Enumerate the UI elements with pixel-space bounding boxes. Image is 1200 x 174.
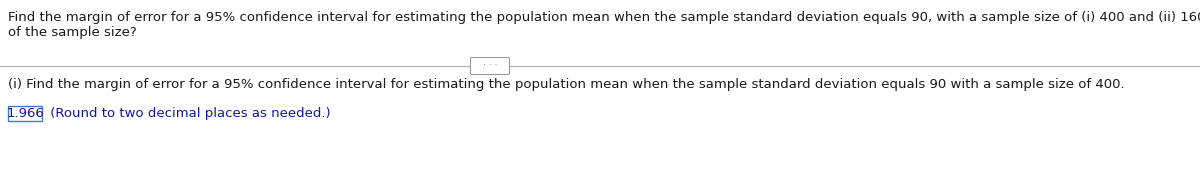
Text: (i) Find the margin of error for a 95% confidence interval for estimating the po: (i) Find the margin of error for a 95% c… — [8, 78, 1124, 91]
FancyBboxPatch shape — [470, 57, 510, 74]
Text: of the sample size?: of the sample size? — [8, 26, 137, 39]
Text: Find the margin of error for a 95% confidence interval for estimating the popula: Find the margin of error for a 95% confi… — [8, 11, 1200, 24]
Text: 1.966: 1.966 — [6, 107, 44, 120]
Text: · · ·: · · · — [482, 61, 497, 70]
FancyBboxPatch shape — [8, 106, 42, 121]
Text: (Round to two decimal places as needed.): (Round to two decimal places as needed.) — [46, 107, 331, 120]
